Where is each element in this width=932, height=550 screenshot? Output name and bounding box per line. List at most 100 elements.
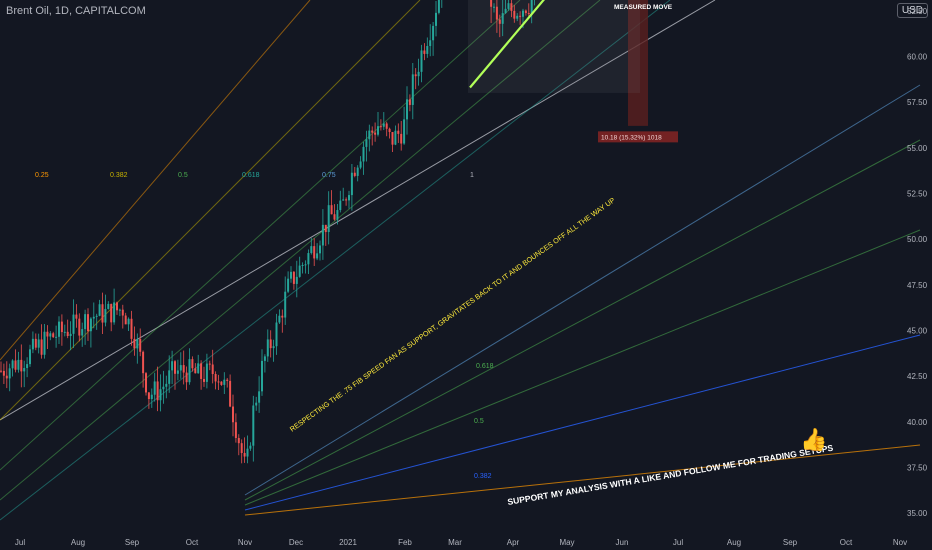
candle-body: [37, 339, 40, 348]
x-tick-label: Oct: [186, 538, 199, 547]
candle-body: [527, 13, 530, 15]
candle-body: [272, 346, 275, 349]
candle-body: [307, 253, 310, 265]
thumbs-up-icon: 👍: [800, 427, 827, 453]
candle-body: [31, 338, 34, 350]
candle-body: [339, 200, 342, 211]
candle-body: [220, 381, 223, 385]
candle-body: [147, 392, 150, 400]
x-tick-label: Aug: [727, 538, 741, 547]
candle-body: [400, 133, 403, 144]
x-tick-label: Aug: [71, 538, 85, 547]
candle-body: [78, 318, 81, 336]
candle-body: [255, 402, 258, 406]
chart-title: Brent Oil, 1D, CAPITALCOM: [6, 5, 146, 17]
fan-line: [244, 139, 921, 501]
candle-body: [493, 6, 495, 8]
candle-body: [287, 278, 290, 292]
candle-body: [263, 356, 266, 361]
x-tick-label: Jul: [673, 538, 683, 547]
candle-body: [330, 205, 333, 215]
candle-body: [240, 443, 243, 454]
support-request-note: SUPPORT MY ANALYSIS WITH A LIKE AND FOLL…: [507, 443, 834, 507]
candle-body: [246, 448, 249, 457]
x-tick-label: May: [559, 538, 574, 547]
candle-body: [223, 379, 226, 385]
candle-body: [284, 291, 287, 318]
y-tick-label: 57.50: [907, 98, 928, 107]
fan-label: 0.75: [322, 172, 336, 179]
short-label-box: [598, 131, 678, 143]
candle-body: [159, 389, 162, 401]
candle-body: [104, 308, 107, 323]
candle-body: [118, 309, 121, 311]
candle-body: [145, 373, 147, 393]
candle-body: [258, 391, 261, 403]
fan-line: [0, 0, 421, 421]
fan-line: [244, 334, 921, 511]
candle-body: [0, 370, 2, 372]
currency-button[interactable]: USD: [896, 3, 928, 18]
candle-body: [60, 321, 63, 333]
candle-body: [232, 406, 234, 423]
candle-body: [359, 161, 362, 168]
candle-body: [150, 394, 153, 400]
candle-body: [72, 314, 75, 334]
candle-body: [40, 339, 43, 355]
candle-body: [348, 195, 350, 201]
candle-body: [23, 368, 26, 372]
candle-body: [234, 422, 237, 439]
candle-body: [490, 0, 493, 7]
x-tick-label: Jun: [616, 538, 629, 547]
candle-body: [229, 380, 232, 407]
y-tick-label: 62.50: [907, 7, 928, 16]
fan-line: [0, 0, 521, 471]
fan-label: 0.382: [110, 172, 128, 179]
candle-body: [98, 304, 101, 316]
candle-body: [298, 265, 301, 277]
candle-body: [319, 245, 321, 254]
candle-body: [516, 15, 519, 19]
candle-body: [333, 214, 336, 220]
candle-body: [185, 372, 188, 383]
candle-body: [116, 302, 118, 311]
candle-body: [408, 99, 411, 105]
candle-body: [20, 359, 23, 372]
candle-body: [46, 331, 49, 337]
candle-body: [342, 199, 345, 201]
y-tick-label: 55.00: [907, 144, 928, 153]
candle-body: [200, 363, 203, 379]
candle-body: [379, 126, 382, 128]
candle-body: [391, 131, 394, 145]
candle-body: [168, 370, 171, 384]
candle-body: [249, 445, 252, 449]
candle-body: [43, 331, 46, 355]
x-tick-label: Oct: [840, 538, 853, 547]
fan-label: 0.25: [35, 172, 49, 179]
y-tick-label: 45.00: [907, 327, 928, 336]
trendline: [469, 0, 545, 89]
x-tick-label: Mar: [448, 538, 462, 547]
candle-body: [84, 314, 87, 330]
fan-label: 0.382: [474, 473, 492, 480]
candle-body: [495, 6, 498, 20]
candle-body: [350, 172, 353, 196]
candle-body: [127, 318, 130, 325]
fan-support-note: RESPECTING THE .75 FIB SPEED FAN AS SUPP…: [288, 195, 617, 433]
candle-body: [113, 302, 116, 323]
candle-body: [435, 12, 437, 26]
candle-body: [377, 126, 379, 135]
candle-body: [513, 10, 516, 19]
candle-body: [142, 351, 145, 374]
candle-body: [75, 314, 78, 319]
candle-body: [66, 331, 69, 337]
candle-body: [345, 199, 348, 201]
candle-body: [374, 132, 377, 135]
candle-body: [504, 8, 507, 14]
candle-body: [385, 123, 388, 129]
candle-body: [124, 315, 127, 325]
candle-body: [301, 264, 304, 266]
candle-body: [171, 361, 174, 371]
candle-body: [101, 304, 104, 323]
